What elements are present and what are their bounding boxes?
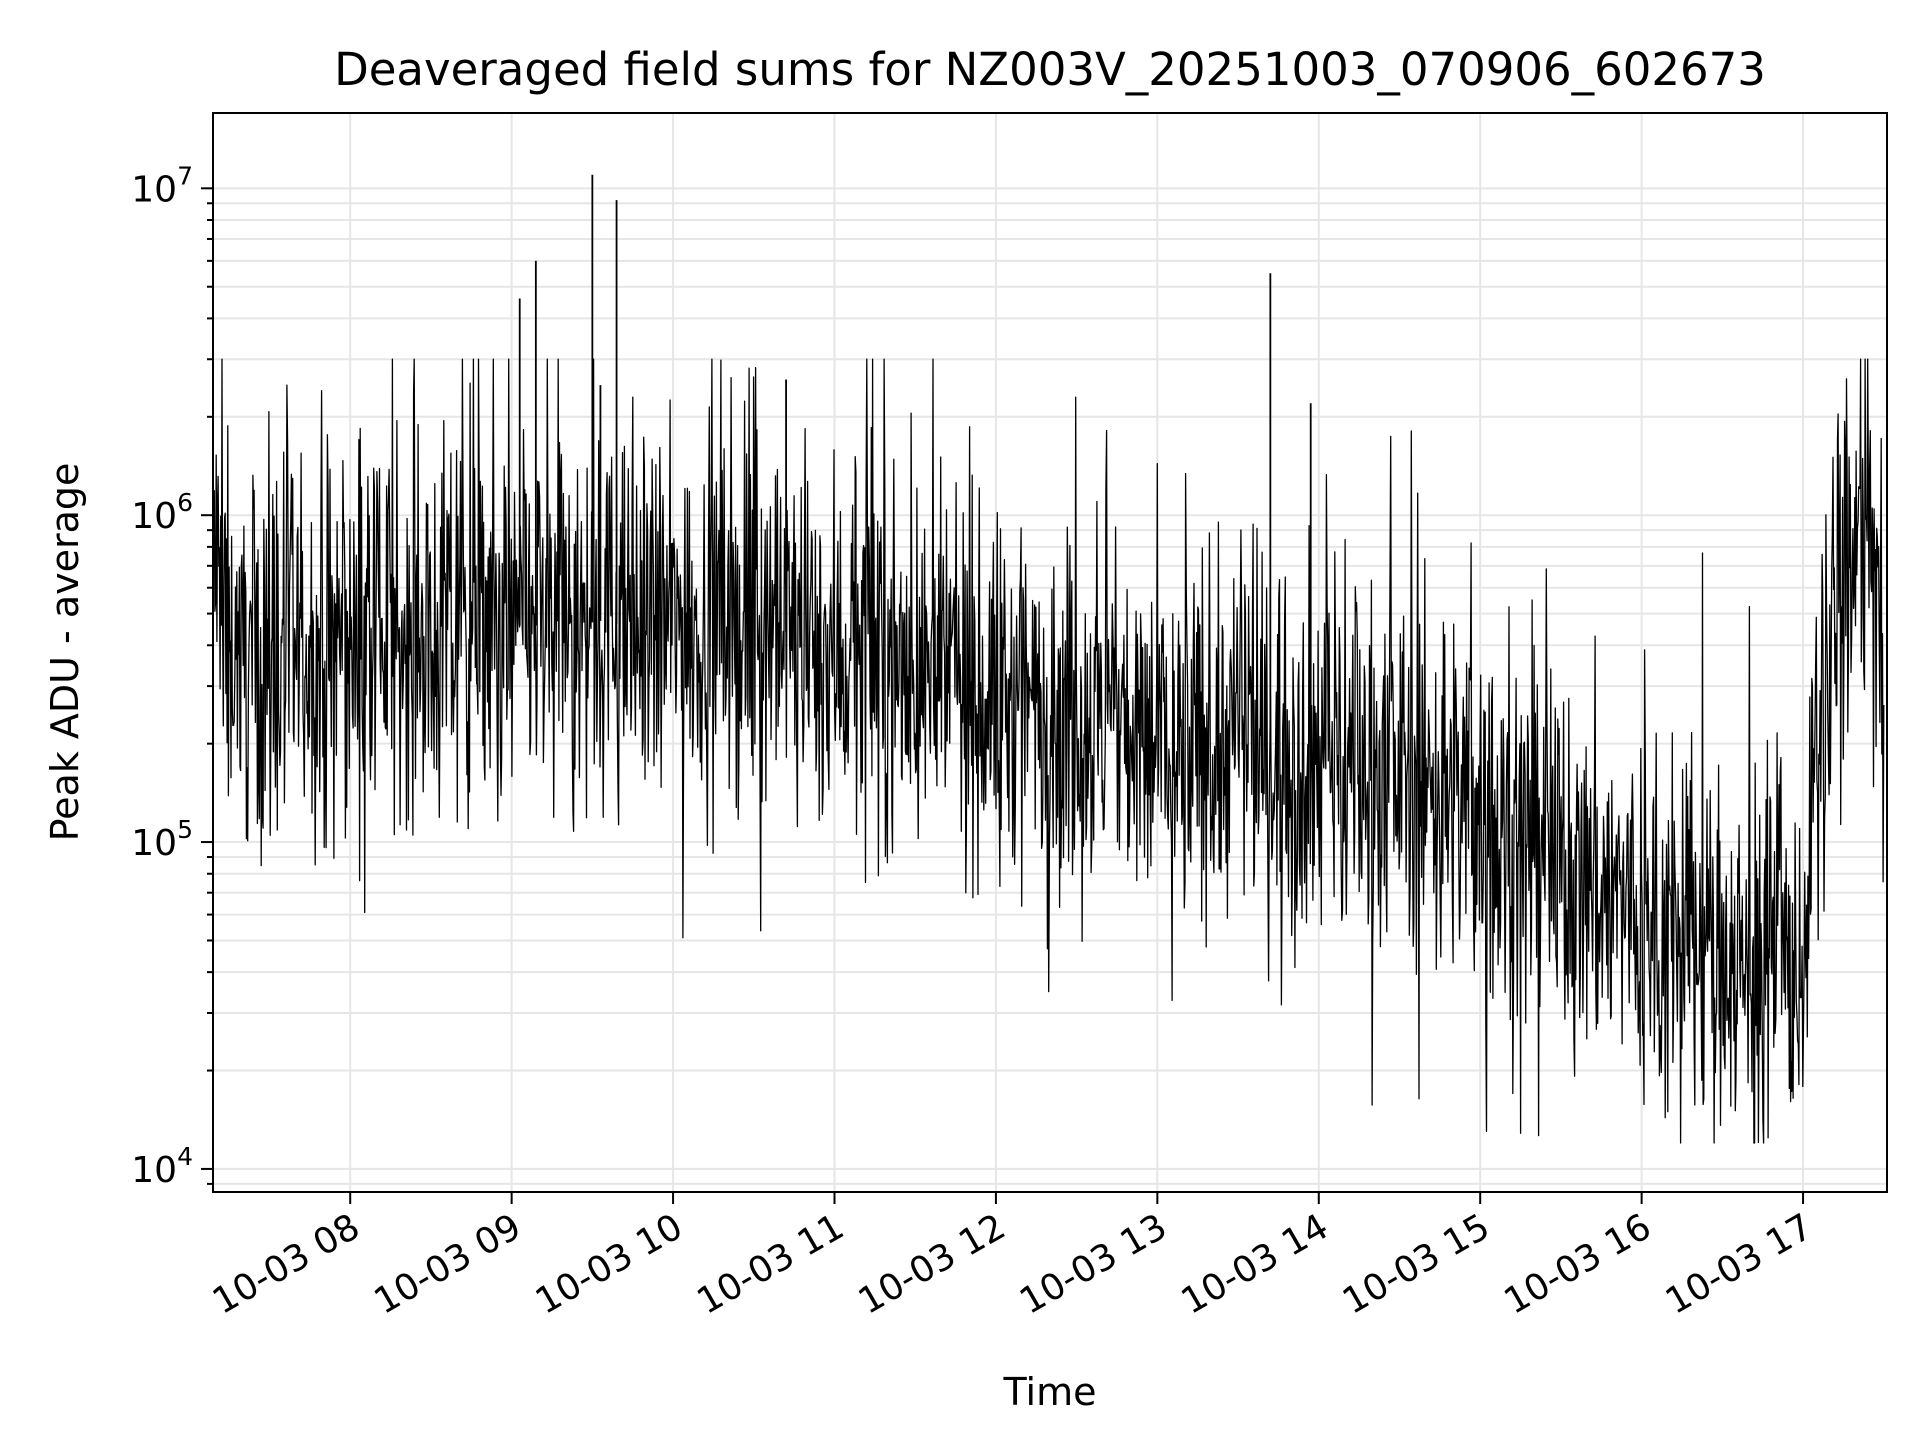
y-tick-label: 107 — [131, 161, 193, 210]
y-tick-label: 106 — [131, 488, 193, 537]
y-axis: 104 105 106 107 — [131, 161, 213, 1191]
chart-title: Deaveraged field sums for NZ003V_2025100… — [334, 43, 1766, 96]
x-axis-label: Time — [1003, 1370, 1097, 1414]
y-tick-label: 104 — [131, 1142, 193, 1191]
series-path — [212, 358, 1885, 1144]
series-line — [212, 174, 1885, 1144]
y-tick-label: 105 — [131, 815, 193, 864]
y-axis-label: Peak ADU - average — [43, 463, 87, 842]
plot-frame — [212, 112, 1888, 1193]
